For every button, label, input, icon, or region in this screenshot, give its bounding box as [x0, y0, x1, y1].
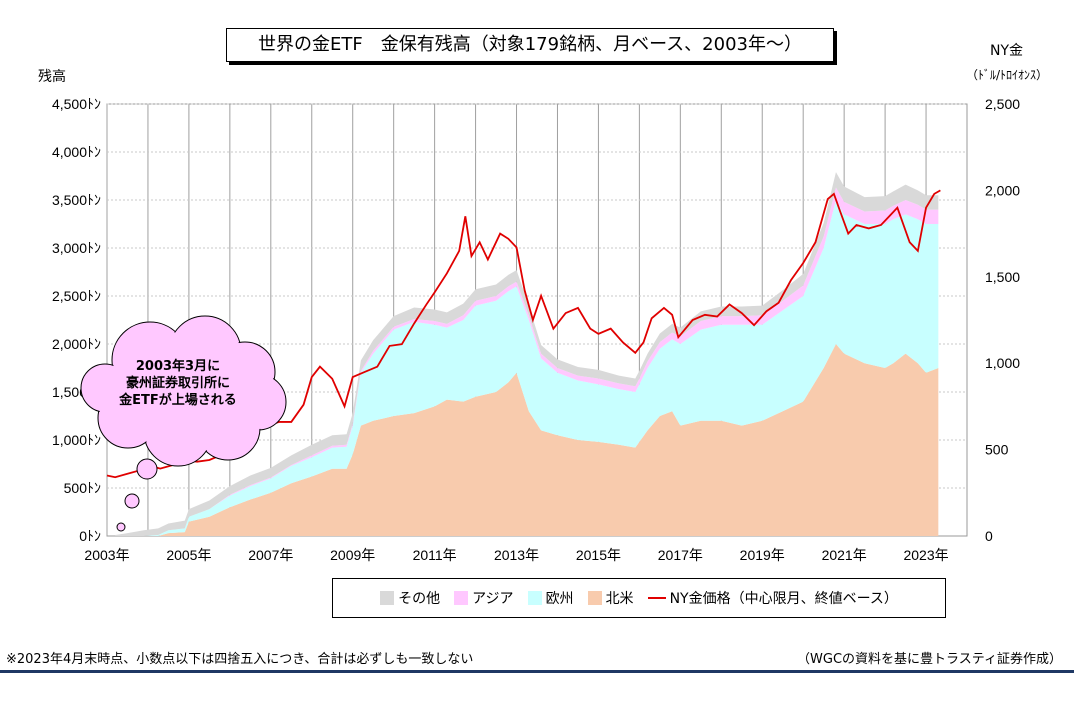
legend-label-other: その他 [398, 591, 441, 607]
right-tick-label: 0 [985, 528, 993, 544]
x-tick-label: 2015年 [576, 547, 621, 563]
left-axis-title: 残高 [38, 69, 66, 85]
x-tick-label: 2003年 [84, 547, 129, 563]
x-tick-label: 2005年 [166, 547, 211, 563]
left-tick-label: 2,500ﾄﾝ [52, 288, 101, 304]
x-tick-label: 2007年 [248, 547, 293, 563]
area-europe [115, 200, 939, 536]
right-axis-ticks: 0 500 1,000 1,500 2,000 2,500 [985, 96, 1020, 544]
legend-label-europe: 欧州 [545, 591, 574, 607]
cloud-tail-bubble [136, 458, 158, 480]
right-tick-label: 1,000 [985, 355, 1020, 371]
left-tick-label: 4,500ﾄﾝ [52, 96, 101, 112]
chart-title: 世界の金ETF 金保有残高（対象179銘柄、月ベース、2003年～） [226, 28, 834, 62]
left-tick-label: 500ﾄﾝ [64, 480, 101, 496]
x-tick-label: 2009年 [330, 547, 375, 563]
bottom-rule [0, 670, 1074, 673]
x-axis-ticks: 2003年 2005年 2007年 2009年 2011年 2013年 2015年 2017年… [84, 547, 948, 563]
right-tick-label: 2,000 [985, 182, 1020, 198]
callout-line-2: 豪州証券取引所に [125, 376, 230, 391]
x-tick-label: 2023年 [903, 547, 948, 563]
left-tick-label: 2,000ﾄﾝ [52, 336, 101, 352]
left-tick-label: 3,500ﾄﾝ [52, 192, 101, 208]
right-axis-title: NY金 [990, 43, 1024, 59]
legend-swatch-asia [454, 591, 469, 605]
x-tick-label: 2021年 [822, 547, 867, 563]
callout-text: 2003年3月に 豪州証券取引所に 金ETFが上場される [108, 358, 248, 409]
right-tick-label: 2,500 [985, 96, 1020, 112]
legend-label-asia: アジア [472, 591, 514, 607]
cloud-fill [160, 350, 250, 440]
right-tick-label: 500 [985, 442, 1009, 458]
right-axis-unit: （ﾄﾞﾙ/ﾄﾛｲｵﾝｽ） [966, 68, 1049, 82]
legend-swatch-price [647, 597, 666, 599]
legend-item-price: NY金価格（中心限月、終値ベース） [647, 588, 898, 608]
cloud-tail-bubble [116, 522, 126, 532]
left-axis-ticks: 0ﾄﾝ500ﾄﾝ1,000ﾄﾝ1,500ﾄﾝ2,000ﾄﾝ2,500ﾄﾝ3,00… [52, 96, 101, 544]
legend-item-other: その他 [380, 588, 440, 608]
legend: その他 アジア 欧州 北米 NY金価格（中心限月、終値ベース） [332, 578, 946, 618]
left-tick-label: 1,000ﾄﾝ [52, 432, 101, 448]
callout-line-1: 2003年3月に [135, 359, 221, 374]
x-tick-label: 2011年 [413, 547, 457, 563]
legend-item-asia: アジア [454, 588, 514, 608]
x-tick-label: 2013年 [494, 547, 539, 563]
legend-item-europe: 欧州 [527, 588, 574, 608]
legend-swatch-north-america [587, 591, 602, 605]
callout-cloud [80, 315, 287, 532]
left-tick-label: 0ﾄﾝ [79, 528, 101, 544]
x-tick-label: 2019年 [740, 547, 785, 563]
legend-swatch-other [380, 591, 395, 605]
area-north-america [115, 344, 939, 536]
legend-label-price: NY金価格（中心限月、終値ベース） [669, 591, 898, 607]
cloud-tail-bubble [124, 493, 140, 509]
left-tick-label: 3,000ﾄﾝ [52, 240, 101, 256]
legend-item-north-america: 北米 [587, 588, 634, 608]
legend-label-north-america: 北米 [605, 591, 634, 607]
legend-swatch-europe [527, 591, 542, 605]
footnote-right: （WGCの資料を基に豊トラスティ証券作成） [797, 652, 1062, 667]
footnote-left: ※2023年4月末時点、小数点以下は四捨五入につき、合計は必ずしも一致しない [6, 652, 474, 667]
right-tick-label: 1,500 [985, 269, 1020, 285]
x-tick-label: 2017年 [658, 547, 703, 563]
callout-line-3: 金ETFが上場される [119, 393, 237, 408]
stacked-areas [115, 172, 939, 536]
left-tick-label: 4,000ﾄﾝ [52, 144, 101, 160]
area-other [115, 172, 939, 536]
